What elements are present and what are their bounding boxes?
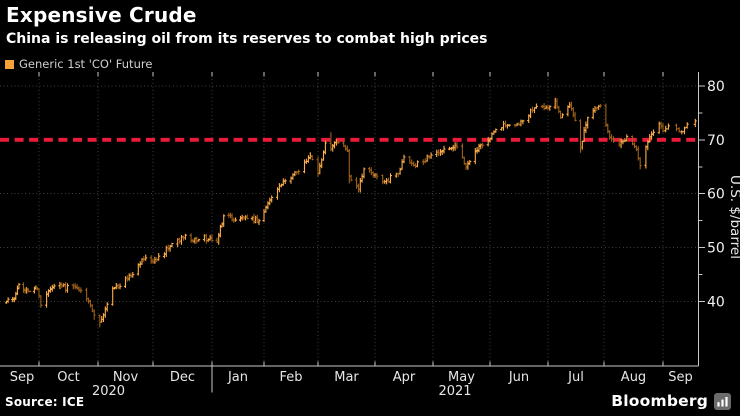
x-tick-label: Oct (57, 370, 79, 385)
y-tick-label: 80 (707, 79, 725, 95)
y-tick-label: 60 (707, 187, 725, 203)
x-tick-label: Jun (508, 370, 529, 385)
source-label: Source: ICE (5, 395, 85, 409)
x-tick-label: May (448, 370, 475, 385)
y-axis-title: U.S. $/barrel (727, 175, 740, 259)
x-tick-label: Jul (567, 370, 584, 385)
x-tick-label: Dec (170, 370, 195, 385)
chart-header: Expensive Crude China is releasing oil f… (6, 2, 488, 48)
bloomberg-wordmark: Bloomberg (611, 392, 708, 410)
ohlc-bars-up (5, 97, 697, 323)
ohlc-bars-down (22, 98, 681, 328)
x-tick-label: Mar (334, 370, 359, 385)
x-tick-label: Nov (113, 370, 139, 385)
x-tick-label: Apr (393, 370, 416, 385)
y-tick-label: 50 (707, 241, 725, 257)
gridlines (0, 72, 699, 366)
x-tick-label: Feb (279, 370, 302, 385)
year-label: 2021 (438, 384, 471, 399)
legend-label: Generic 1st 'CO' Future (19, 57, 153, 71)
y-tick-label: 40 (707, 295, 725, 311)
x-tick-label: Aug (621, 370, 646, 385)
x-tick-label: Jan (227, 370, 248, 385)
page-subtitle: China is releasing oil from its reserves… (6, 31, 488, 47)
bloomberg-logo-icon (714, 392, 731, 410)
x-tick-label: Sep (668, 370, 693, 385)
legend-swatch-icon (5, 59, 14, 69)
y-tick-label: 70 (707, 133, 725, 149)
year-label: 2020 (92, 384, 125, 399)
legend: Generic 1st 'CO' Future (5, 57, 152, 71)
page-title: Expensive Crude (6, 3, 197, 27)
axes (0, 72, 705, 393)
brand: Bloomberg (611, 392, 731, 410)
x-tick-label: Sep (10, 370, 35, 385)
